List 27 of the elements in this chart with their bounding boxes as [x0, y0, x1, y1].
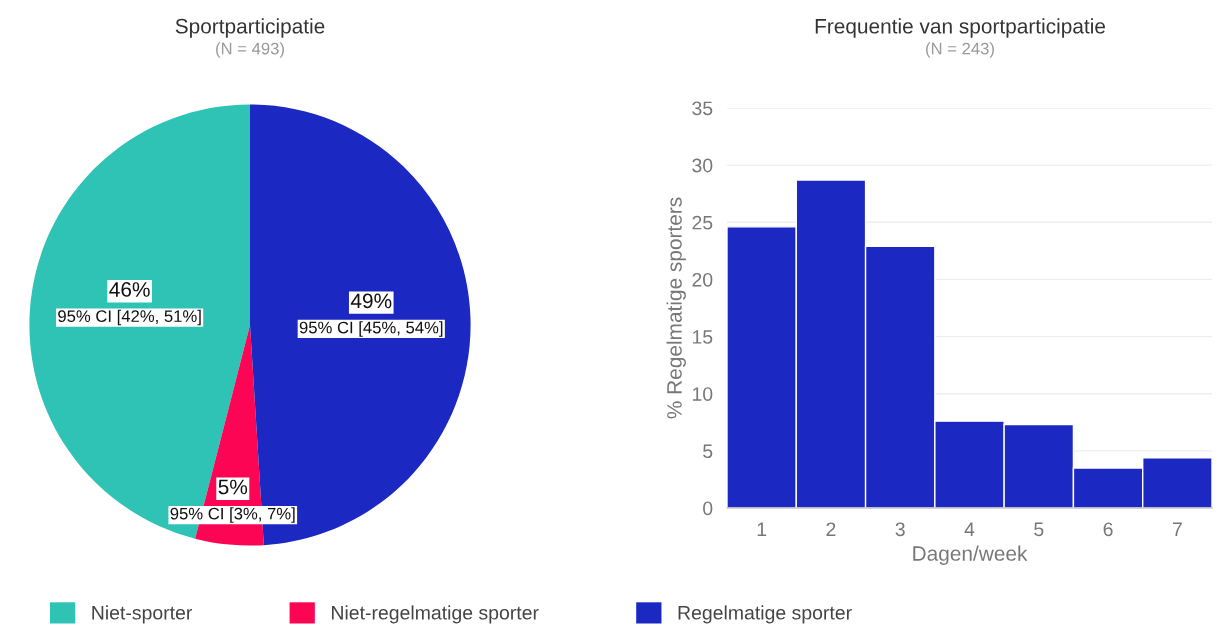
x-tick-label: 7: [1172, 522, 1182, 536]
data-label: 49% 95% CI [45%, 54%]: [299, 293, 443, 337]
y-tick-label: 10: [692, 387, 713, 401]
y-axis-title: % Regelmatige sporters: [666, 197, 686, 419]
legend-label: Regelmatige sporter: [678, 605, 852, 624]
x-tick-label: 2: [826, 522, 836, 536]
y-tick-label: 15: [692, 330, 713, 344]
y-tick-label: 0: [703, 501, 713, 516]
y-tick-label: 35: [692, 101, 713, 116]
x-tick-label: 4: [964, 522, 975, 536]
y-tick-label: 30: [692, 158, 713, 173]
chart-subtitle: (N = 493): [216, 42, 284, 58]
x-tick-label: 3: [895, 522, 905, 537]
x-tick-label: 1: [757, 522, 767, 536]
y-tick-label: 20: [692, 272, 713, 287]
data-label: 5% 95% CI [3%, 7%]: [170, 479, 295, 523]
data-label: 46% 95% CI [42%, 51%]: [58, 282, 201, 326]
x-tick-label: 5: [1034, 522, 1044, 537]
x-axis-title: Dagen/week: [913, 545, 1028, 565]
y-tick-label: 5: [703, 444, 713, 459]
y-tick-label: 25: [692, 215, 713, 230]
chart-title: Sportparticipatie: [175, 18, 325, 38]
x-tick-label: 6: [1103, 522, 1113, 537]
chart-subtitle: (N = 243): [926, 42, 994, 58]
legend-label: Niet-sporter: [92, 605, 193, 624]
legend-label: Niet-regelmatige sporter: [332, 605, 539, 624]
chart-title: Frequentie van sportparticipatie: [815, 18, 1105, 38]
